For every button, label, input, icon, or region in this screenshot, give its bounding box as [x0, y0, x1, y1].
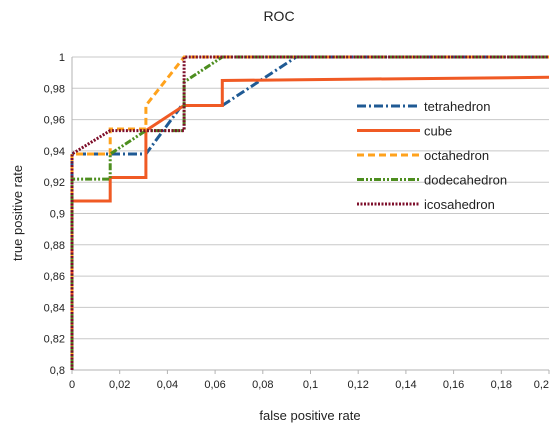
- x-tick-label: 0,2: [534, 379, 549, 391]
- x-axis-title: false positive rate: [259, 408, 360, 423]
- y-tick-label: 0,84: [44, 302, 65, 314]
- y-tick-label: 1: [59, 52, 65, 64]
- legend-label-dodecahedron: dodecahedron: [424, 173, 507, 188]
- y-axis-title: true positive rate: [10, 165, 25, 261]
- legend-label-octahedron: octahedron: [424, 148, 489, 163]
- y-tick-labels: 0,8 0,82 0,84 0,86 0,88 0,9 0,92 0,94 0,96 0,98 1: [44, 52, 65, 377]
- x-tick-label: 0,14: [395, 379, 416, 391]
- x-tick-label: 0,1: [303, 379, 318, 391]
- y-tick-label: 0,88: [44, 240, 65, 252]
- x-tick-label: 0,06: [204, 379, 225, 391]
- gridlines: [72, 56, 549, 371]
- series-lines: [70, 55, 550, 370]
- y-tick-label: 0,9: [50, 209, 65, 221]
- x-tick-label: 0: [69, 379, 75, 391]
- y-tick-label: 0,96: [44, 115, 65, 127]
- y-tick-label: 0,94: [44, 146, 65, 158]
- legend-label-icosahedron: icosahedron: [424, 197, 495, 212]
- series-line-cube: [70, 75, 550, 347]
- x-tick-label: 0,18: [491, 379, 512, 391]
- series-line-dodecahedron: [70, 55, 549, 370]
- x-tick-label: 0,16: [443, 379, 464, 391]
- legend-label-tetrahedron: tetrahedron: [424, 99, 491, 114]
- chart-title: ROC: [263, 8, 294, 24]
- x-tick-label: 0,12: [347, 379, 368, 391]
- x-tick-label: 0,02: [109, 379, 130, 391]
- y-tick-label: 0,92: [44, 177, 65, 189]
- legend-label-cube: cube: [424, 124, 452, 139]
- y-tick-label: 0,86: [44, 271, 65, 283]
- x-tick-label: 0,04: [157, 379, 178, 391]
- y-tick-label: 0,98: [44, 83, 65, 95]
- x-tick-labels: 0 0,02 0,04 0,06 0,08 0,1 0,12 0,14 0,16 0,18 0,2: [69, 379, 549, 391]
- series-line-octahedron: [70, 55, 549, 370]
- legend: tetrahedron cube octahedron dodecahedron ico…: [357, 99, 507, 212]
- y-tick-label: 0,82: [44, 334, 65, 346]
- series-line-icosahedron: [70, 55, 549, 370]
- x-tick-label: 0,08: [252, 379, 273, 391]
- y-tick-label: 0,8: [50, 365, 65, 377]
